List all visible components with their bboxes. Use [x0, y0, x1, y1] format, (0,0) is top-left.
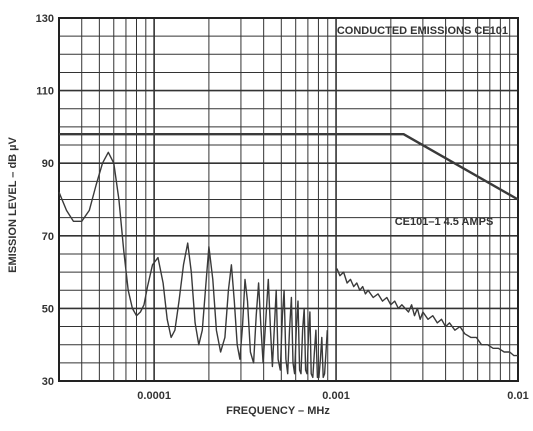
series-layer	[58, 132, 519, 379]
y-tick-label: 130	[36, 13, 54, 25]
measured-line	[58, 151, 328, 379]
y-tick-label: 70	[42, 231, 54, 243]
chart-title: CONDUCTED EMISSIONS CE101	[337, 25, 508, 37]
annotation-label: CE101–1 4.5 AMPS	[395, 216, 494, 228]
y-axis-label: EMISSION LEVEL – dB µV	[7, 136, 19, 272]
limit-line	[59, 132, 519, 201]
x-tick-label: 0.01	[507, 390, 528, 402]
label-layer: 0.0001 0.001 0.01 30 50 70 90 110 130 CE101–1 4.5…	[36, 13, 529, 402]
x-tick-label: 0.0001	[137, 390, 171, 402]
x-tick-label: 0.001	[322, 390, 350, 402]
y-tick-label: 90	[42, 158, 54, 170]
grid-layer	[58, 17, 519, 382]
y-tick-label: 30	[42, 376, 54, 388]
measured-line	[336, 268, 518, 357]
x-axis-label: FREQUENCY – MHz	[226, 405, 330, 417]
y-tick-label: 110	[36, 86, 54, 98]
y-tick-label: 50	[42, 303, 54, 315]
